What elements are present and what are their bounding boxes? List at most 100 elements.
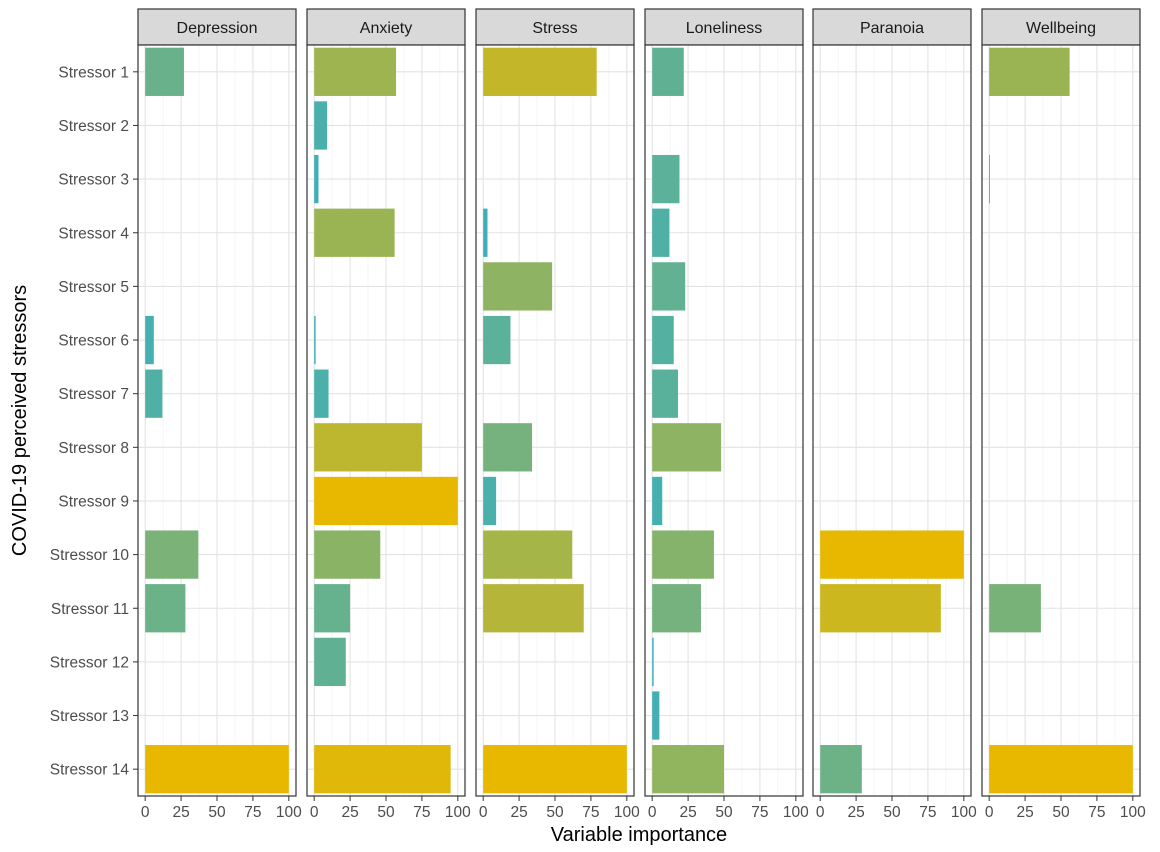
bar-paranoia-stressor-10 xyxy=(820,530,964,579)
bar-loneliness-stressor-12 xyxy=(652,637,654,687)
bar-anxiety-stressor-2 xyxy=(314,101,328,150)
x-tick-label: 0 xyxy=(985,804,994,821)
bar-anxiety-stressor-1 xyxy=(314,47,397,96)
x-tick-label: 100 xyxy=(276,804,302,821)
facet-strip xyxy=(812,8,972,46)
bar-stress-stressor-14 xyxy=(483,745,627,794)
y-tick-label: Stressor 5 xyxy=(58,279,129,296)
gridlines xyxy=(813,45,971,796)
facet-panel-wellbeing: Wellbeing 0 25 50 75 100 xyxy=(981,8,1146,821)
bar-anxiety-stressor-14 xyxy=(314,745,451,794)
x-tick-label: 75 xyxy=(1088,804,1105,821)
y-axis: Stressor 1 Stressor 2 Stressor 3 Stressor 4… xyxy=(50,64,138,779)
x-tick-label: 25 xyxy=(1016,804,1033,821)
facet-panel-anxiety: Anxiety 0 25 50 75 100 xyxy=(306,8,471,821)
y-tick-label: Stressor 2 xyxy=(58,118,129,135)
x-tick-label: 100 xyxy=(1120,804,1146,821)
x-tick-label: 100 xyxy=(614,804,640,821)
bar-wellbeing-stressor-14 xyxy=(989,745,1133,794)
facet-title: Anxiety xyxy=(360,20,412,37)
bar-loneliness-stressor-8 xyxy=(652,423,722,472)
bar-depression-stressor-1 xyxy=(145,47,184,96)
bar-depression-stressor-14 xyxy=(145,745,289,794)
bar-stress-stressor-8 xyxy=(483,423,533,472)
x-tick-label: 50 xyxy=(883,804,901,821)
bar-loneliness-stressor-7 xyxy=(652,369,679,418)
y-tick-label: Stressor 10 xyxy=(50,547,130,564)
bar-wellbeing-stressor-3 xyxy=(989,154,990,204)
x-tick-label: 50 xyxy=(546,804,564,821)
y-tick-label: Stressor 13 xyxy=(50,708,129,725)
x-tick-label: 0 xyxy=(310,804,319,821)
bar-stress-stressor-6 xyxy=(483,315,511,365)
facet-strip xyxy=(475,8,635,46)
bar-paranoia-stressor-11 xyxy=(820,584,941,633)
bar-anxiety-stressor-4 xyxy=(314,208,395,257)
bar-anxiety-stressor-9 xyxy=(314,476,458,526)
x-tick-label: 0 xyxy=(479,804,488,821)
facet-panel-stress: Stress 0 25 50 75 100 xyxy=(475,8,640,821)
bar-loneliness-stressor-9 xyxy=(652,476,663,526)
bar-stress-stressor-11 xyxy=(483,584,584,633)
x-tick-label: 75 xyxy=(413,804,430,821)
y-tick-label: Stressor 9 xyxy=(58,493,129,510)
x-tick-label: 100 xyxy=(445,804,471,821)
x-tick-label: 75 xyxy=(582,804,599,821)
facet-strip xyxy=(644,8,804,46)
facet-title: Paranoia xyxy=(860,20,924,37)
bar-depression-stressor-11 xyxy=(145,584,186,633)
bar-anxiety-stressor-6 xyxy=(314,315,316,365)
y-tick-label: Stressor 12 xyxy=(50,654,129,671)
bar-loneliness-stressor-10 xyxy=(652,530,714,579)
x-tick-label: 100 xyxy=(951,804,977,821)
gridlines xyxy=(138,45,296,796)
facet-title: Stress xyxy=(532,20,577,37)
x-tick-label: 0 xyxy=(816,804,825,821)
bar-loneliness-stressor-4 xyxy=(652,208,670,257)
bar-stress-stressor-9 xyxy=(483,476,497,526)
bar-anxiety-stressor-7 xyxy=(314,369,329,418)
bar-stress-stressor-5 xyxy=(483,262,553,311)
facet-title: Depression xyxy=(177,20,258,37)
bar-loneliness-stressor-3 xyxy=(652,154,680,204)
y-tick-label: Stressor 7 xyxy=(58,386,129,403)
facet-panel-paranoia: Paranoia 0 25 50 75 100 xyxy=(812,8,977,821)
bar-anxiety-stressor-8 xyxy=(314,423,422,472)
bar-stress-stressor-1 xyxy=(483,47,597,96)
facet-title: Wellbeing xyxy=(1026,20,1096,37)
facet-strip xyxy=(137,8,297,46)
y-axis-title: COVID-19 perceived stressors xyxy=(9,285,31,556)
x-axis-title: Variable importance xyxy=(551,824,727,846)
x-tick-label: 25 xyxy=(510,804,527,821)
x-tick-label: 0 xyxy=(141,804,150,821)
bar-wellbeing-stressor-11 xyxy=(989,584,1041,633)
bar-anxiety-stressor-3 xyxy=(314,154,319,204)
bar-anxiety-stressor-10 xyxy=(314,530,381,579)
x-tick-label: 25 xyxy=(172,804,189,821)
x-tick-label: 25 xyxy=(341,804,358,821)
facet-panel-depression: Depression 0 25 50 75 100 xyxy=(137,8,302,821)
y-tick-label: Stressor 4 xyxy=(58,225,129,242)
y-tick-label: Stressor 14 xyxy=(50,762,130,779)
bar-anxiety-stressor-12 xyxy=(314,637,346,687)
y-tick-label: Stressor 6 xyxy=(58,333,129,350)
bar-wellbeing-stressor-1 xyxy=(989,47,1070,96)
y-tick-label: Stressor 3 xyxy=(58,172,129,189)
bar-loneliness-stressor-5 xyxy=(652,262,686,311)
bar-loneliness-stressor-1 xyxy=(652,47,684,96)
x-tick-label: 75 xyxy=(751,804,768,821)
x-tick-label: 25 xyxy=(679,804,696,821)
x-tick-label: 75 xyxy=(919,804,936,821)
bar-loneliness-stressor-13 xyxy=(652,691,660,740)
x-tick-label: 50 xyxy=(715,804,733,821)
bar-loneliness-stressor-11 xyxy=(652,584,702,633)
facet-title: Loneliness xyxy=(686,20,763,37)
facet-panel-loneliness: Loneliness 0 25 50 75 100 xyxy=(644,8,809,821)
y-tick-label: Stressor 8 xyxy=(58,440,129,457)
x-tick-label: 50 xyxy=(208,804,226,821)
x-tick-label: 50 xyxy=(1052,804,1070,821)
x-tick-label: 25 xyxy=(847,804,864,821)
bar-loneliness-stressor-14 xyxy=(652,745,724,794)
